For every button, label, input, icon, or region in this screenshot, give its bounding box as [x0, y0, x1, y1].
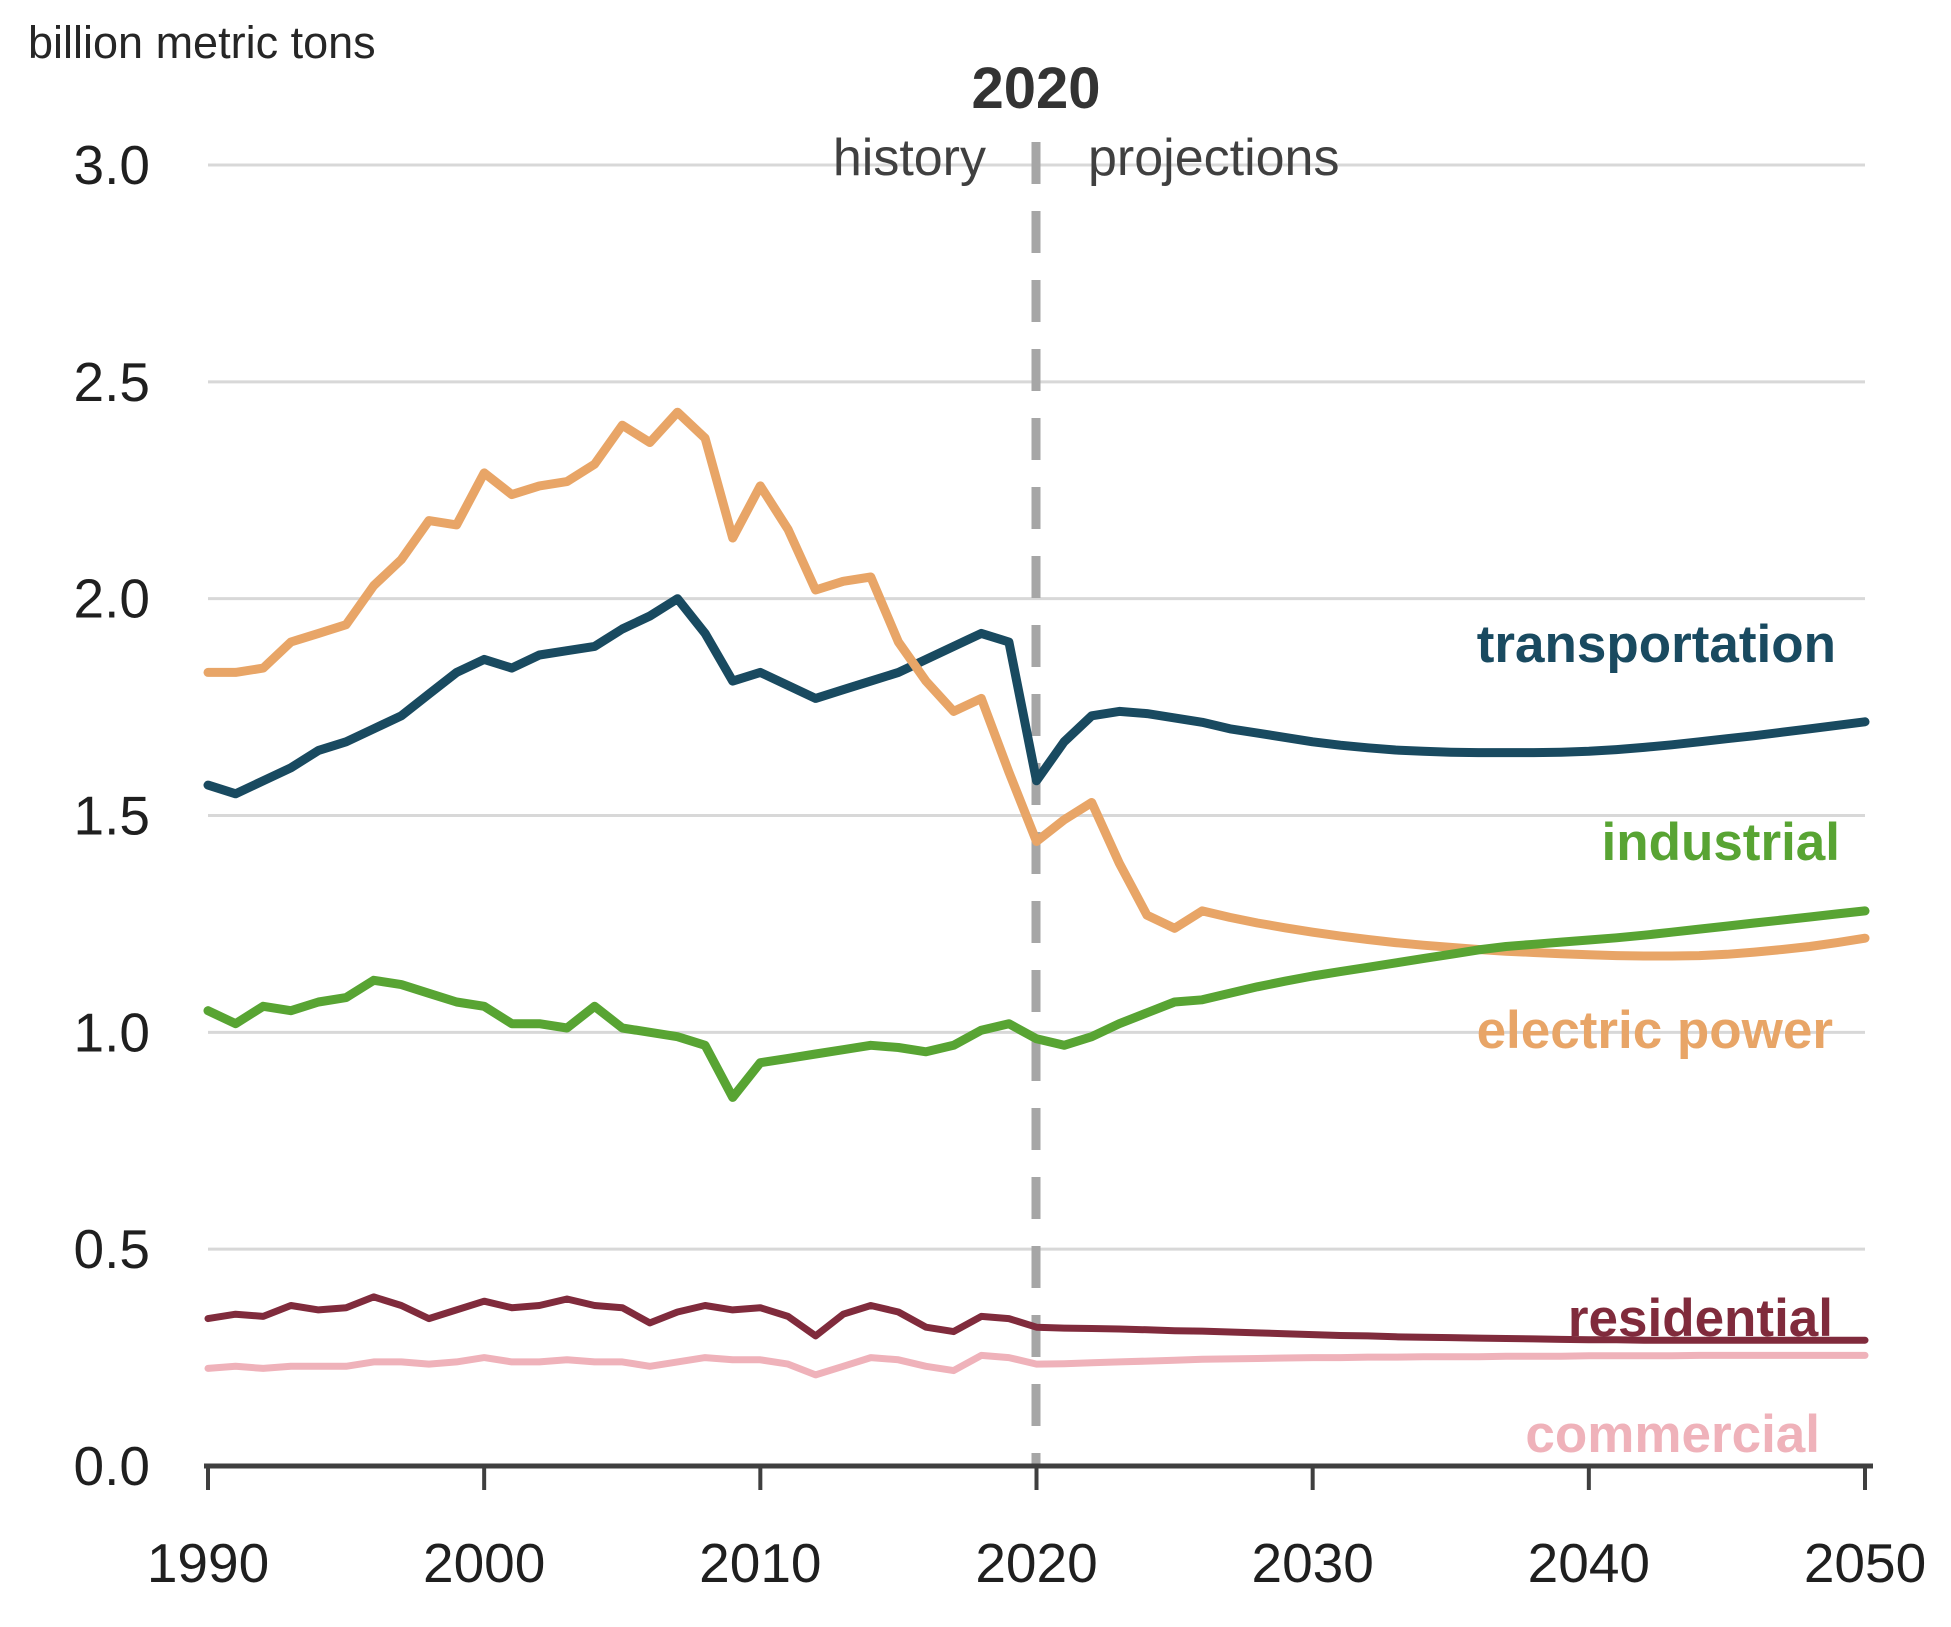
history-label: history — [833, 129, 986, 187]
x-tick-label: 2020 — [975, 1532, 1097, 1594]
x-tick-label: 2050 — [1804, 1532, 1926, 1594]
y-tick-label: 0.5 — [74, 1218, 150, 1280]
y-tick-label: 1.0 — [74, 1001, 150, 1063]
x-tick-label: 1990 — [147, 1532, 269, 1594]
series-line-electric-power — [203, 407, 1870, 961]
x-axis — [204, 1463, 1873, 1490]
divider-year-label: 2020 — [971, 56, 1100, 121]
x-tick-label: 2030 — [1251, 1532, 1373, 1594]
x-tick-label: 2040 — [1528, 1532, 1650, 1594]
x-tick-label: 2000 — [423, 1532, 545, 1594]
series-label-residential: residential — [1568, 1289, 1833, 1348]
series-line-transportation — [203, 594, 1870, 799]
series-label-commercial: commercial — [1525, 1405, 1820, 1464]
y-axis-units-label: billion metric tons — [28, 17, 376, 68]
y-tick-label: 1.5 — [74, 785, 150, 847]
series-line-industrial — [203, 906, 1870, 1102]
series-label-industrial: industrial — [1601, 813, 1840, 872]
y-tick-labels: 0.0 0.5 1.0 1.5 2.0 2.5 3.0 — [74, 134, 150, 1497]
series-label-transportation: transportation — [1477, 615, 1836, 674]
x-tick-label: 2010 — [699, 1532, 821, 1594]
series-line-commercial — [204, 1351, 1869, 1379]
series-lines — [203, 407, 1870, 1379]
x-tick-labels: 1990 2000 2010 2020 2030 2040 2050 — [147, 1532, 1926, 1594]
y-tick-label: 0.0 — [74, 1435, 150, 1497]
projections-label: projections — [1088, 129, 1339, 187]
y-tick-label: 3.0 — [74, 134, 150, 196]
y-tick-label: 2.5 — [74, 351, 150, 413]
y-tick-label: 2.0 — [74, 568, 150, 630]
series-line-residential — [204, 1293, 1869, 1344]
series-label-electric-power: electric power — [1477, 1001, 1833, 1060]
